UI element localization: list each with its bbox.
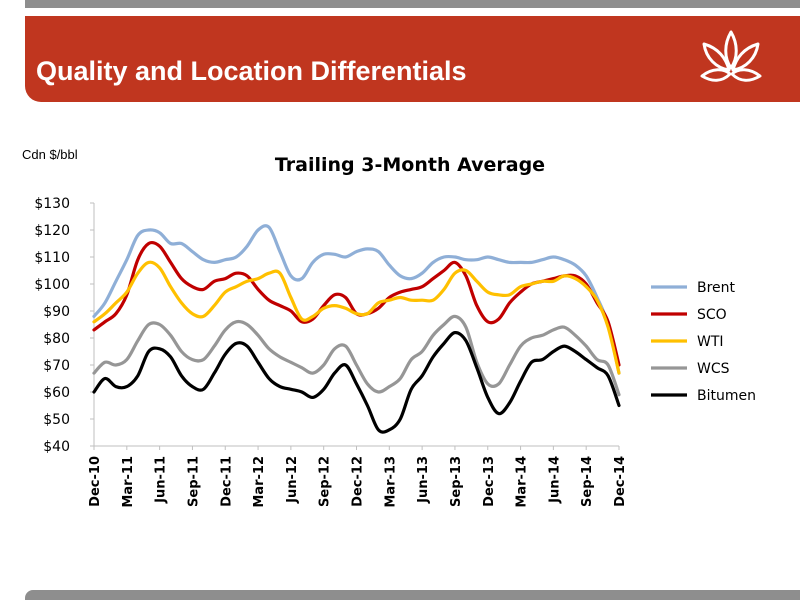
legend-label-wti: WTI	[697, 334, 724, 350]
x-tick-label: Jun-13	[416, 456, 431, 504]
x-tick-label: Mar-13	[383, 456, 398, 508]
legend-label-sco: SCO	[697, 307, 727, 323]
legend-label-wcs: WCS	[697, 361, 730, 377]
y-tick-label: $100	[34, 277, 70, 293]
y-tick-label: $110	[34, 250, 70, 266]
lotus-flower-icon	[700, 30, 762, 82]
legend-label-bitumen: Bitumen	[697, 388, 756, 404]
series-line-bitumen	[92, 330, 621, 434]
x-tick-label: Mar-12	[252, 456, 267, 508]
x-tick-label: Sep-12	[318, 456, 333, 507]
legend-label-brent: Brent	[697, 280, 736, 296]
x-tick-label: Dec-14	[613, 456, 628, 507]
y-tick-label: $60	[43, 385, 70, 401]
y-tick-label: $50	[43, 412, 70, 428]
x-tick-label: Dec-10	[88, 456, 103, 507]
x-tick-label: Mar-14	[515, 456, 530, 508]
x-tick-label: Dec-11	[219, 456, 234, 507]
y-tick-label: $130	[34, 196, 70, 212]
x-tick-label: Jun-12	[285, 456, 300, 504]
y-tick-label: $80	[43, 331, 70, 347]
x-tick-label: Sep-14	[580, 456, 595, 507]
x-tick-label: Sep-13	[449, 456, 464, 507]
chart-title: Trailing 3-Month Average	[274, 154, 546, 176]
y-axis-unit-label: Cdn $/bbl	[22, 147, 78, 162]
x-tick-label: Mar-11	[121, 456, 136, 508]
series-line-brent	[92, 224, 621, 375]
x-tick-label: Sep-11	[186, 456, 201, 507]
y-tick-label: $120	[34, 223, 70, 239]
title-banner	[25, 16, 800, 102]
x-tick-label: Dec-13	[482, 456, 497, 507]
x-tick-label: Dec-12	[351, 456, 366, 507]
top-accent-bar	[25, 0, 800, 8]
series-line-wcs	[92, 314, 621, 397]
y-tick-label: $40	[43, 439, 70, 455]
y-tick-label: $90	[43, 304, 70, 320]
series-line-wti	[92, 260, 621, 375]
bottom-accent-bar	[25, 590, 800, 600]
x-tick-label: Jun-11	[154, 456, 169, 504]
x-tick-label: Jun-14	[547, 456, 562, 504]
y-tick-label: $70	[43, 358, 70, 374]
page-title: Quality and Location Differentials	[36, 56, 467, 86]
